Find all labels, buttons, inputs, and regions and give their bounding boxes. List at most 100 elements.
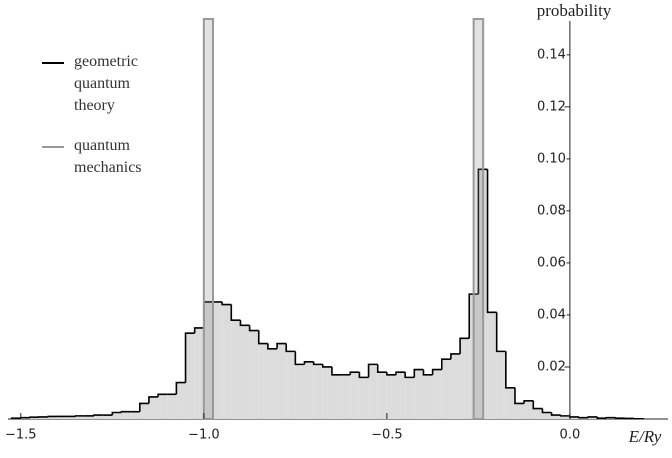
histogram-bar <box>295 364 304 419</box>
legend-entry: geometric quantum theory <box>74 51 174 121</box>
y-tick-label: 0.06 <box>537 255 566 270</box>
histogram-bar <box>359 377 368 419</box>
histogram-outline <box>250 325 259 330</box>
x-axis-label: E/Ry <box>628 427 662 446</box>
histogram-outline <box>552 412 561 415</box>
histogram-outline <box>607 418 616 419</box>
histogram-outline <box>597 417 606 418</box>
histogram-bar <box>488 312 497 419</box>
histogram-bar <box>533 409 542 419</box>
legend-entry: quantum mechanics <box>74 135 174 185</box>
histogram-bar <box>259 344 268 419</box>
legend-label: quantum mechanics <box>74 135 169 179</box>
histogram-outline <box>48 416 57 417</box>
histogram-bar <box>195 328 204 419</box>
histogram-outline <box>359 372 368 377</box>
qm-spike <box>204 19 213 419</box>
histogram-outline <box>570 416 579 417</box>
histogram-outline <box>222 302 231 305</box>
histogram-outline <box>121 412 130 413</box>
histogram-bar <box>286 351 295 419</box>
histogram-bar <box>112 412 121 419</box>
histogram-bar <box>433 370 442 419</box>
histogram-outline <box>323 364 332 367</box>
y-tick-label: 0.12 <box>537 99 566 114</box>
histogram-bar <box>542 412 551 419</box>
histogram-outline <box>579 417 588 418</box>
histogram-bar <box>231 320 240 419</box>
histogram-bar <box>186 333 195 419</box>
histogram-bar <box>140 403 149 419</box>
histogram-outline <box>286 344 295 352</box>
histogram-outline <box>497 312 506 351</box>
y-tick-label: 0.08 <box>537 203 566 218</box>
histogram-bar <box>378 372 387 419</box>
x-tick-label: −0.5 <box>371 428 403 443</box>
histogram-outline <box>314 362 323 365</box>
histogram-outline <box>387 372 396 375</box>
histogram-bar <box>167 394 176 419</box>
histogram-bar <box>506 388 515 419</box>
x-tick-label: −1.0 <box>188 428 220 443</box>
histogram-bar <box>222 305 231 419</box>
histogram-bar <box>332 375 341 419</box>
histogram-outline <box>488 169 497 312</box>
histogram-bar <box>515 403 524 419</box>
histogram-outline <box>295 351 304 364</box>
legend-label: geometric quantum theory <box>74 51 169 117</box>
histogram-outline <box>378 364 387 372</box>
y-tick-label: 0.14 <box>537 47 566 62</box>
histogram-bar <box>158 394 167 419</box>
x-tick-label: −1.5 <box>5 428 37 443</box>
histogram-outline <box>405 372 414 377</box>
histogram-bar <box>524 401 533 419</box>
histogram-bar <box>442 359 451 419</box>
histogram-bar <box>451 354 460 419</box>
histogram-outline <box>423 370 432 375</box>
histogram-bar <box>250 331 259 419</box>
histogram-outline <box>76 416 85 417</box>
histogram-outline <box>533 401 542 409</box>
histogram-bar <box>341 375 350 419</box>
histogram-outline <box>240 320 249 325</box>
histogram-outline <box>231 305 240 321</box>
histogram-outline <box>21 418 30 419</box>
histogram-bar <box>414 370 423 419</box>
histogram-bar <box>423 375 432 419</box>
histogram-bar <box>387 375 396 419</box>
histogram-outline <box>332 367 341 375</box>
y-tick-label: 0.04 <box>537 307 566 322</box>
histogram-bar <box>350 372 359 419</box>
qm-spike <box>474 19 484 419</box>
histogram-bar <box>305 362 314 419</box>
histogram-outline <box>515 388 524 404</box>
histogram-outline <box>12 418 21 419</box>
histogram-bar <box>149 397 158 419</box>
histogram-outline <box>94 415 103 416</box>
histogram-bar <box>121 412 130 419</box>
histogram-bar <box>405 377 414 419</box>
y-axis-label: probability <box>537 1 612 20</box>
histogram-outline <box>634 418 643 419</box>
histogram-bar <box>497 351 506 419</box>
histogram-outline <box>561 415 570 416</box>
histogram-bar <box>396 372 405 419</box>
histogram-bar <box>460 338 469 419</box>
histogram-outline <box>259 331 268 344</box>
y-tick-label: 0.02 <box>537 359 566 374</box>
histogram-outline <box>268 344 277 349</box>
x-tick-label: 0.0 <box>560 428 581 443</box>
y-tick-label: 0.10 <box>537 151 566 166</box>
histogram-outline <box>616 418 625 419</box>
histogram-bar <box>213 302 222 419</box>
histogram-bar <box>323 367 332 419</box>
histogram-bar <box>369 364 378 419</box>
histogram-bar <box>314 364 323 419</box>
histogram-bar <box>240 325 249 419</box>
histogram-bar <box>131 412 140 419</box>
histogram-bar <box>277 344 286 419</box>
histogram-bar <box>176 383 185 419</box>
histogram-bar <box>268 349 277 419</box>
histogram-outline <box>588 417 597 418</box>
